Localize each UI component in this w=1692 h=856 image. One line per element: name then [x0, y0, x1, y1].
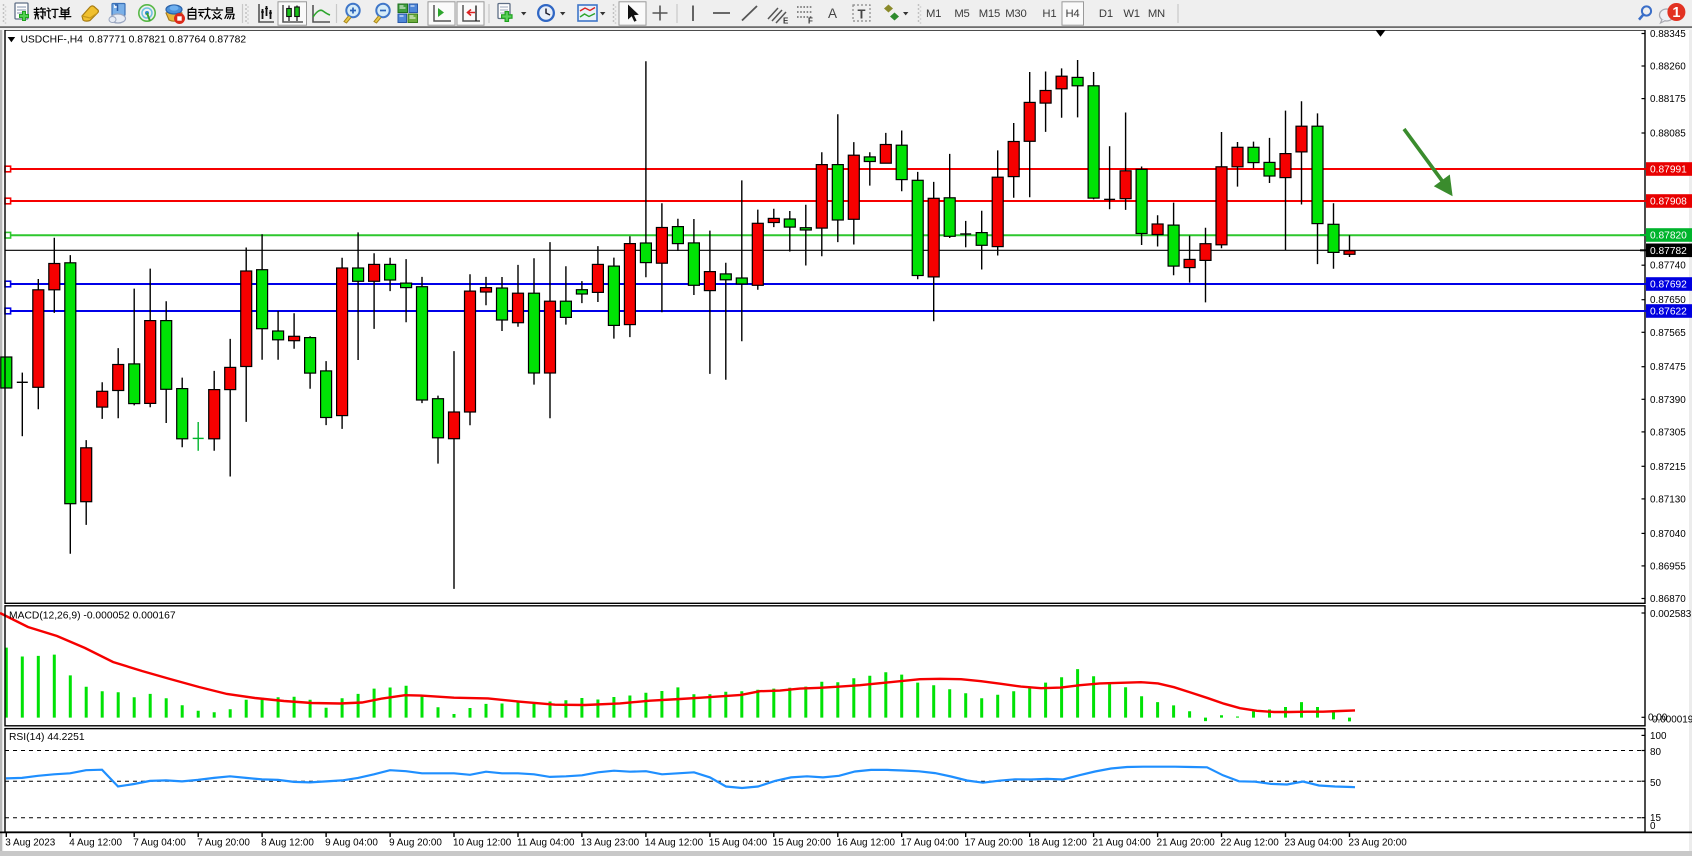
svg-text:0.87305: 0.87305 [1650, 427, 1686, 438]
svg-text:21 Aug 04:00: 21 Aug 04:00 [1093, 838, 1152, 849]
svg-text:0.86955: 0.86955 [1650, 561, 1686, 572]
svg-text:1: 1 [1672, 5, 1680, 21]
svg-text:F: F [808, 17, 813, 26]
svg-text:4 Aug 12:00: 4 Aug 12:00 [69, 838, 122, 849]
svg-text:0.88175: 0.88175 [1650, 94, 1686, 105]
svg-text:MACD(12,26,9) -0.000052 0.0001: MACD(12,26,9) -0.000052 0.000167 [9, 611, 176, 622]
svg-text:18 Aug 12:00: 18 Aug 12:00 [1029, 838, 1088, 849]
svg-text:23 Aug 04:00: 23 Aug 04:00 [1285, 838, 1344, 849]
svg-text:15: 15 [1650, 813, 1661, 824]
svg-text:0.87390: 0.87390 [1650, 395, 1686, 406]
svg-text:23 Aug 20:00: 23 Aug 20:00 [1349, 838, 1408, 849]
svg-text:21 Aug 20:00: 21 Aug 20:00 [1157, 838, 1216, 849]
svg-text:0.87215: 0.87215 [1650, 462, 1686, 473]
svg-text:17 Aug 20:00: 17 Aug 20:00 [965, 838, 1024, 849]
svg-text:0.88085: 0.88085 [1650, 129, 1686, 140]
svg-text:17 Aug 04:00: 17 Aug 04:00 [901, 838, 960, 849]
svg-text:13 Aug 23:00: 13 Aug 23:00 [581, 838, 640, 849]
svg-text:0.87040: 0.87040 [1650, 529, 1686, 540]
svg-text:0.88260: 0.88260 [1650, 62, 1686, 73]
svg-text:M30: M30 [1005, 8, 1026, 20]
svg-text:9 Aug 04:00: 9 Aug 04:00 [325, 838, 378, 849]
svg-text:M5: M5 [954, 8, 969, 20]
svg-text:0.87782: 0.87782 [1650, 246, 1687, 257]
svg-text:0.87622: 0.87622 [1650, 307, 1687, 318]
svg-text:0.87650: 0.87650 [1650, 295, 1686, 306]
svg-text:50: 50 [1650, 778, 1661, 789]
svg-text:8 Aug 12:00: 8 Aug 12:00 [261, 838, 314, 849]
svg-text:M15: M15 [979, 8, 1000, 20]
svg-text:0.87565: 0.87565 [1650, 328, 1686, 339]
svg-text:MN: MN [1148, 8, 1165, 20]
svg-text:16 Aug 12:00: 16 Aug 12:00 [837, 838, 896, 849]
svg-text:3 Aug 2023: 3 Aug 2023 [5, 838, 55, 849]
svg-text:W1: W1 [1123, 8, 1140, 20]
svg-text:0.87991: 0.87991 [1650, 165, 1687, 176]
svg-text:0.86870: 0.86870 [1650, 594, 1686, 605]
svg-text:0.000019: 0.000019 [1652, 715, 1692, 726]
svg-text:0.87820: 0.87820 [1650, 231, 1687, 242]
svg-text:H1: H1 [1042, 8, 1056, 20]
svg-text:0.87130: 0.87130 [1650, 494, 1686, 505]
svg-text:10 Aug 12:00: 10 Aug 12:00 [453, 838, 512, 849]
svg-text:A: A [828, 6, 837, 21]
svg-text:22 Aug 12:00: 22 Aug 12:00 [1221, 838, 1280, 849]
svg-text:0.002583: 0.002583 [1650, 609, 1692, 620]
svg-text:14 Aug 12:00: 14 Aug 12:00 [645, 838, 704, 849]
svg-text:7 Aug 04:00: 7 Aug 04:00 [133, 838, 186, 849]
svg-text:T: T [858, 7, 866, 22]
svg-text:M1: M1 [926, 8, 941, 20]
svg-text:0: 0 [1650, 821, 1656, 832]
svg-text:11 Aug 04:00: 11 Aug 04:00 [517, 838, 575, 849]
svg-text:0.87908: 0.87908 [1650, 197, 1687, 208]
svg-text:0.87692: 0.87692 [1650, 280, 1687, 291]
svg-text:15 Aug 20:00: 15 Aug 20:00 [773, 838, 832, 849]
svg-text:0.87475: 0.87475 [1650, 362, 1686, 373]
svg-text:0.87740: 0.87740 [1650, 261, 1686, 272]
svg-text:E: E [783, 17, 789, 26]
svg-text:RSI(14) 44.2251: RSI(14) 44.2251 [9, 732, 85, 743]
svg-text:0.00: 0.00 [1648, 712, 1668, 723]
svg-text:15 Aug 04:00: 15 Aug 04:00 [709, 838, 768, 849]
svg-text:9 Aug 20:00: 9 Aug 20:00 [389, 838, 442, 849]
svg-text:0.88345: 0.88345 [1650, 29, 1686, 40]
svg-text:USDCHF-,H4 0.87771 0.87821 0.: USDCHF-,H4 0.87771 0.87821 0.87764 0.877… [21, 35, 247, 46]
svg-text:D1: D1 [1099, 8, 1113, 20]
svg-text:80: 80 [1650, 747, 1661, 758]
svg-text:7 Aug 20:00: 7 Aug 20:00 [197, 838, 250, 849]
svg-text:H4: H4 [1065, 8, 1079, 20]
svg-text:100: 100 [1650, 731, 1667, 742]
